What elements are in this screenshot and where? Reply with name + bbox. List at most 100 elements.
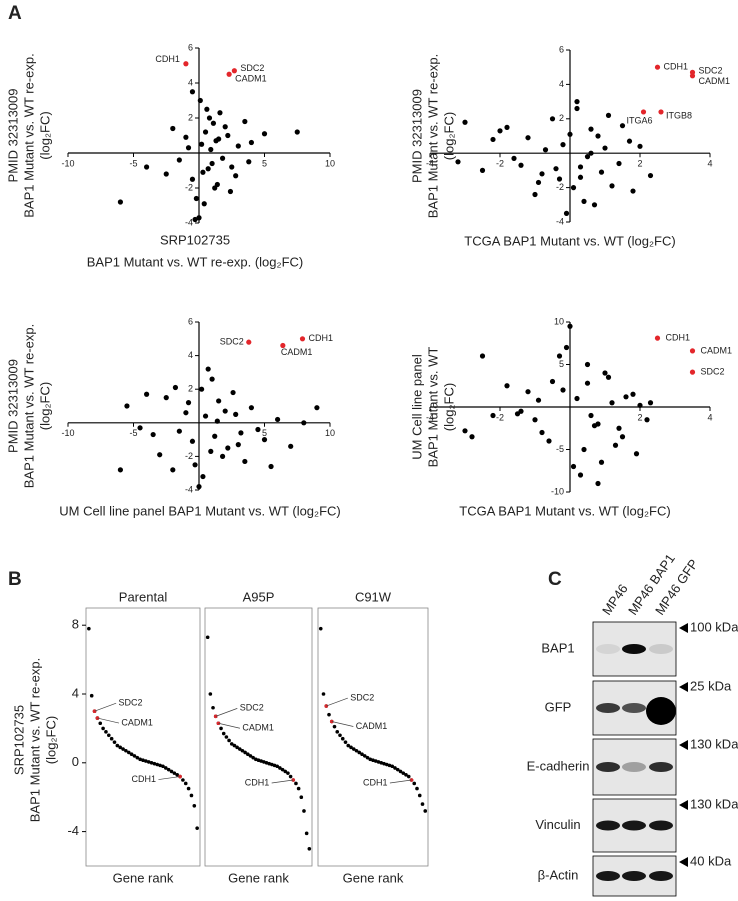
blot-band xyxy=(622,703,646,713)
data-point xyxy=(201,201,207,207)
y-axis-title: (log₂FC) xyxy=(37,111,52,159)
x-tick-label: 4 xyxy=(707,412,712,422)
y-tick-label: 4 xyxy=(559,79,564,89)
data-point xyxy=(214,181,220,188)
data-point xyxy=(248,754,253,758)
data-point xyxy=(623,394,629,400)
x-tick-label: -2 xyxy=(496,412,504,422)
data-point xyxy=(261,131,268,137)
data-point xyxy=(208,146,214,153)
blot-band xyxy=(622,820,646,831)
lane-label: MP46 xyxy=(599,581,631,617)
data-point xyxy=(542,147,549,153)
y-tick-label: -2 xyxy=(185,451,193,461)
data-point xyxy=(112,740,117,744)
blot-band xyxy=(622,644,646,654)
data-point xyxy=(532,191,538,198)
data-point xyxy=(172,384,179,391)
data-point xyxy=(360,752,364,756)
data-point xyxy=(518,162,524,168)
data-point xyxy=(490,136,496,143)
data-point xyxy=(219,726,223,731)
x-tick-label: -4 xyxy=(426,412,434,422)
data-point xyxy=(237,747,242,751)
x-tick-label: -10 xyxy=(61,158,74,168)
data-point xyxy=(192,216,198,223)
data-point xyxy=(584,154,591,160)
data-point xyxy=(183,781,188,786)
x-tick-label: 2 xyxy=(637,412,642,422)
data-point xyxy=(210,120,217,126)
data-point xyxy=(195,826,199,830)
point-label: SDC2 xyxy=(240,703,264,713)
leader-line xyxy=(215,708,238,717)
data-point xyxy=(169,769,174,774)
data-point xyxy=(95,716,100,720)
data-point xyxy=(379,761,384,765)
y-axis-title: BAP1 Mutant vs. WT re-exp. xyxy=(27,658,42,822)
y-tick-label: 6 xyxy=(188,316,193,326)
data-point xyxy=(163,395,169,401)
data-point xyxy=(144,759,148,763)
data-point xyxy=(104,730,108,734)
blot-band xyxy=(596,644,620,654)
data-point xyxy=(479,353,486,359)
point-label: CADM1 xyxy=(281,347,313,357)
data-point xyxy=(117,467,123,473)
y-tick-label: 6 xyxy=(559,44,564,54)
y-tick-label: 2 xyxy=(559,113,564,123)
x-tick-label: -5 xyxy=(129,158,137,168)
data-point xyxy=(185,145,192,151)
data-point xyxy=(89,693,94,698)
y-tick-label: 8 xyxy=(72,617,79,632)
data-point xyxy=(332,724,337,729)
data-point xyxy=(107,733,111,738)
data-point xyxy=(221,731,226,736)
data-point xyxy=(205,366,211,372)
data-point xyxy=(205,166,211,172)
x-tick-label: 10 xyxy=(325,158,335,168)
data-point xyxy=(368,757,373,762)
y-tick-label: 4 xyxy=(188,350,193,360)
data-point xyxy=(412,781,417,786)
data-point xyxy=(373,759,378,763)
size-marker: 40 kDa xyxy=(690,853,732,868)
data-point xyxy=(98,721,103,726)
row-label: β-Actin xyxy=(538,867,579,882)
data-point xyxy=(209,376,215,382)
point-label: CADM1 xyxy=(242,723,274,733)
data-point xyxy=(591,423,598,429)
y-axis-title: SRP102735 xyxy=(11,705,26,775)
data-point xyxy=(469,434,475,440)
data-point xyxy=(248,139,254,146)
data-point xyxy=(268,463,274,470)
data-point xyxy=(340,736,345,741)
row-label: E-cadherin xyxy=(527,758,590,773)
data-point xyxy=(406,774,411,779)
point-label: SDC2 xyxy=(701,367,725,377)
data-point xyxy=(462,428,468,434)
data-point xyxy=(233,173,239,179)
data-point xyxy=(654,335,661,341)
data-point xyxy=(243,750,247,755)
data-point xyxy=(574,105,580,112)
data-point xyxy=(591,202,598,208)
data-point xyxy=(155,762,160,767)
data-point xyxy=(525,389,531,395)
point-label: CADM1 xyxy=(121,717,153,727)
data-point xyxy=(219,155,226,161)
data-point xyxy=(420,802,425,806)
data-point xyxy=(357,750,362,755)
data-point xyxy=(152,761,157,766)
data-point xyxy=(225,445,231,451)
data-point xyxy=(612,442,619,448)
data-point xyxy=(157,452,163,458)
data-point xyxy=(219,453,226,459)
data-point xyxy=(511,155,517,161)
data-point xyxy=(280,767,285,772)
data-point xyxy=(229,164,235,170)
data-point xyxy=(233,411,239,417)
data-point xyxy=(302,809,306,813)
data-point xyxy=(199,141,205,147)
point-label: ITGA6 xyxy=(627,115,653,125)
